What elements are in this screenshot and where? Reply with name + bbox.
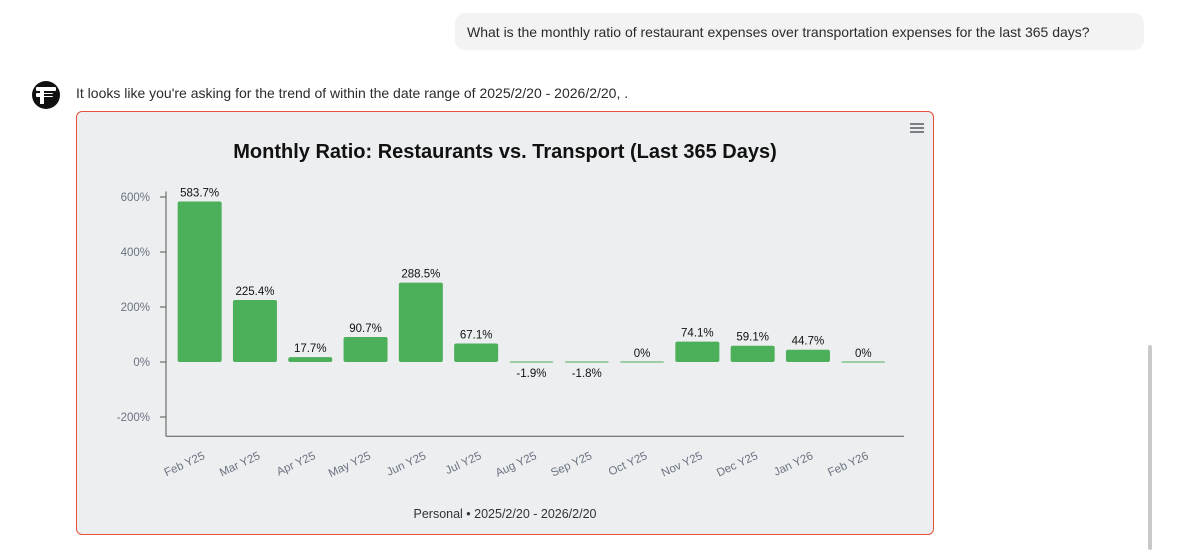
x-tick-label: Feb Y25 [163,450,207,479]
assistant-message-text: It looks like you're asking for the tren… [76,85,629,101]
bar [177,201,222,362]
y-tick-label: 0% [133,357,150,369]
y-axis: 600% 400% 200% 0% -200% [117,191,167,437]
y-tick-label: 600% [121,192,150,204]
bar [288,357,333,362]
chart-title: Monthly Ratio: Restaurants vs. Transport… [233,141,776,163]
chart-menu-icon[interactable] [910,123,924,135]
x-tick-label: Oct Y25 [607,450,650,478]
x-tick-label: Mar Y25 [218,450,262,479]
bar [785,349,830,362]
data-label: -1.8% [572,368,602,380]
bars: 583.7% 225.4% 17.7% 90.7% 288.5% 67.1% -1.9% -1… [177,187,886,380]
x-tick-label: Dec Y25 [715,450,760,479]
bar [620,361,665,363]
y-tick-label: 400% [121,247,150,259]
bar-chart: Monthly Ratio: Restaurants vs. Transport… [117,141,904,521]
x-axis: Feb Y25 Mar Y25 Apr Y25 May Y25 Jun Y25 Jul Y… [163,435,904,480]
data-label: 59.1% [736,332,769,344]
data-label: 288.5% [401,269,440,281]
bar [564,361,609,363]
scrollbar[interactable] [1148,345,1152,550]
data-label: -1.9% [516,368,546,380]
data-label: 90.7% [349,323,382,335]
bar [675,341,720,362]
y-tick-label: 200% [121,302,150,314]
chart-caption: Personal • 2025/2/20 - 2026/2/20 [414,507,597,521]
data-label: 583.7% [180,187,219,199]
x-tick-label: Feb Y26 [826,450,870,479]
bar [730,345,775,362]
data-label: 67.1% [460,330,493,342]
x-tick-label: Aug Y25 [494,450,539,479]
bar [841,361,886,363]
user-message-text: What is the monthly ratio of restaurant … [467,24,1090,40]
data-label: 44.7% [792,336,825,348]
bar [343,337,388,362]
bar [232,300,277,362]
x-tick-label: Jul Y25 [444,450,484,477]
assistant-avatar-icon [31,80,61,110]
chart-card: Monthly Ratio: Restaurants vs. Transport… [76,111,934,535]
bar [454,343,499,362]
user-message-bubble: What is the monthly ratio of restaurant … [455,13,1144,50]
bar [509,361,554,363]
x-tick-label: May Y25 [327,450,373,480]
x-tick-label: Jan Y26 [772,450,815,479]
data-label: 74.1% [681,328,714,340]
x-tick-label: Sep Y25 [549,450,594,479]
bar [398,282,443,362]
data-label: 225.4% [235,286,274,298]
data-label: 0% [855,348,872,360]
data-label: 17.7% [294,343,327,355]
x-tick-label: Nov Y25 [660,450,705,479]
x-tick-label: Jun Y25 [385,450,428,479]
data-label: 0% [634,348,651,360]
y-tick-label: -200% [117,412,150,424]
x-tick-label: Apr Y25 [275,450,318,478]
